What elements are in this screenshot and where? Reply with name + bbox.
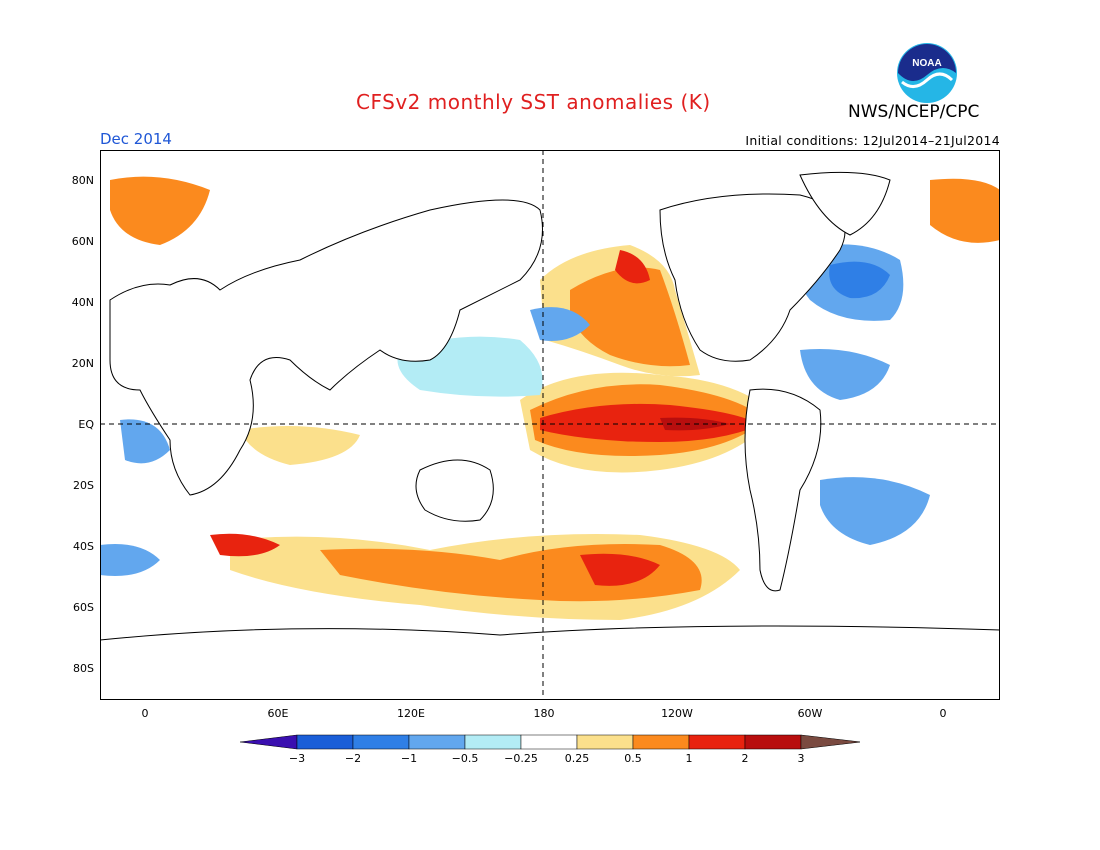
lat-label-20n: 20N <box>71 357 94 370</box>
lon-label-0: 0 <box>141 707 149 720</box>
colorbar-tick: −0.5 <box>451 752 479 765</box>
lon-label-0-east: 0 <box>939 707 947 720</box>
colorbar-tick: −3 <box>288 752 306 765</box>
colorbar <box>239 734 862 754</box>
colorbar-tick: 3 <box>797 752 805 765</box>
map-title: CFSv2 monthly SST anomalies (K) <box>356 90 711 114</box>
lon-label-60e: 60E <box>267 707 289 720</box>
lon-label-60w: 60W <box>797 707 823 720</box>
noaa-logo: NOAA <box>896 42 958 104</box>
sst-anomaly-map <box>99 150 1001 701</box>
lat-label-80s: 80S <box>73 662 94 675</box>
colorbar-arrow-low <box>239 734 298 750</box>
lon-label-180: 180 <box>533 707 555 720</box>
colorbar-tick: 1 <box>685 752 693 765</box>
lon-label-120e: 120E <box>397 707 425 720</box>
colorbar-tick: 0.25 <box>564 752 590 765</box>
colorbar-arrow-high <box>800 734 862 750</box>
colorbar-segment <box>744 734 802 750</box>
colorbar-segment <box>464 734 522 750</box>
lat-label-20s: 20S <box>73 479 94 492</box>
coastlines <box>99 171 1001 701</box>
noaa-logo-text: NOAA <box>912 58 941 69</box>
colorbar-tick: −2 <box>344 752 362 765</box>
colorbar-segment <box>296 734 354 750</box>
colorbar-segment <box>520 734 578 750</box>
colorbar-tick: 0.5 <box>624 752 642 765</box>
initial-conditions: Initial conditions: 12Jul2014–21Jul2014 <box>745 133 1000 148</box>
colorbar-segment <box>352 734 410 750</box>
agency-label: NWS/NCEP/CPC <box>848 102 980 122</box>
lon-label-120w: 120W <box>661 707 693 720</box>
colorbar-segment <box>688 734 746 750</box>
colorbar-tick: 2 <box>741 752 749 765</box>
lat-label-40n: 40N <box>71 296 94 309</box>
colorbar-tick: −0.25 <box>504 752 538 765</box>
lat-label-eq: EQ <box>78 418 94 431</box>
valid-month: Dec 2014 <box>100 130 172 148</box>
lat-label-40s: 40S <box>73 540 94 553</box>
lat-label-60n: 60N <box>71 235 94 248</box>
colorbar-segment <box>408 734 466 750</box>
lat-label-80n: 80N <box>71 174 94 187</box>
lat-label-60s: 60S <box>73 601 94 614</box>
colorbar-tick: −1 <box>400 752 418 765</box>
colorbar-segment <box>576 734 634 750</box>
colorbar-segment <box>632 734 690 750</box>
